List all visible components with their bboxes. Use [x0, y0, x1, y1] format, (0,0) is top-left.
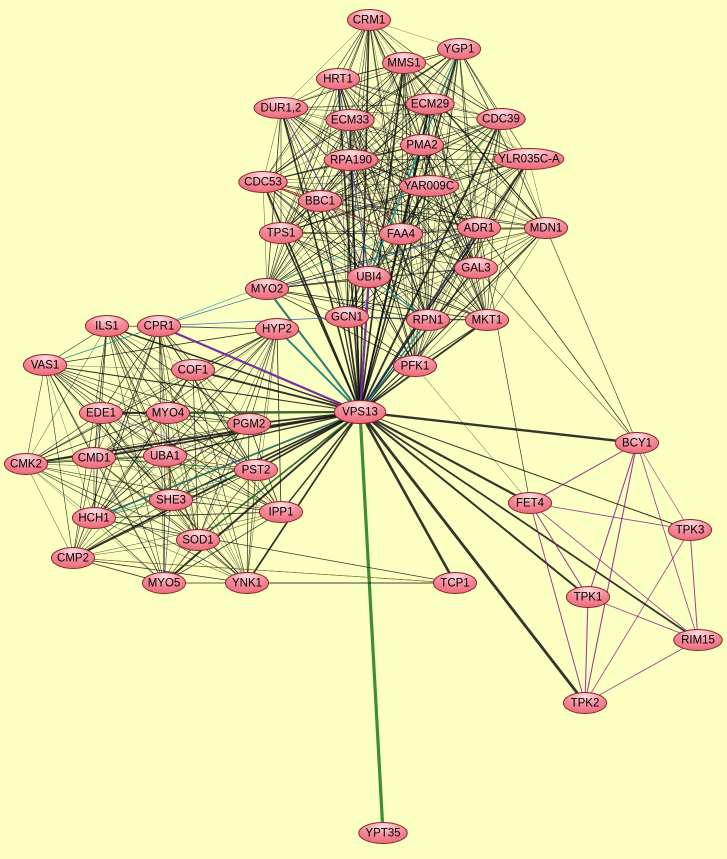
svg-text:SHE3: SHE3 — [156, 495, 186, 507]
svg-text:COF1: COF1 — [178, 365, 209, 377]
svg-text:TPK1: TPK1 — [574, 592, 603, 604]
svg-text:GCN1: GCN1 — [331, 312, 363, 324]
svg-text:CDC39: CDC39 — [482, 114, 520, 126]
svg-text:PST2: PST2 — [242, 465, 271, 477]
svg-text:CRM1: CRM1 — [353, 15, 386, 27]
svg-text:BBC1: BBC1 — [305, 196, 335, 208]
svg-text:ECM29: ECM29 — [411, 99, 449, 111]
svg-text:RPN1: RPN1 — [413, 315, 444, 327]
svg-text:MYO2: MYO2 — [251, 284, 284, 296]
svg-text:YLR035C-A: YLR035C-A — [498, 154, 560, 166]
svg-text:PGM2: PGM2 — [233, 419, 266, 431]
svg-text:DUR1,2: DUR1,2 — [261, 103, 302, 115]
svg-text:RPA190: RPA190 — [330, 155, 372, 167]
svg-text:UBA1: UBA1 — [150, 451, 180, 463]
svg-text:PMA2: PMA2 — [406, 140, 437, 152]
svg-text:HCH1: HCH1 — [78, 513, 109, 525]
svg-text:HYP2: HYP2 — [262, 324, 292, 336]
svg-text:MKT1: MKT1 — [472, 315, 503, 327]
svg-text:TCP1: TCP1 — [440, 578, 469, 590]
svg-text:FAA4: FAA4 — [387, 229, 416, 241]
svg-text:ILS1: ILS1 — [95, 321, 119, 333]
svg-text:TPK2: TPK2 — [571, 698, 600, 710]
svg-text:SOD1: SOD1 — [182, 535, 213, 547]
svg-text:YPT35: YPT35 — [365, 828, 400, 840]
svg-text:PFK1: PFK1 — [401, 361, 430, 373]
svg-text:TPK3: TPK3 — [676, 525, 705, 537]
svg-text:EDE1: EDE1 — [86, 408, 116, 420]
svg-text:ADR1: ADR1 — [464, 223, 495, 235]
svg-text:GAL3: GAL3 — [461, 263, 490, 275]
svg-text:MMS1: MMS1 — [387, 58, 420, 70]
svg-text:TPS1: TPS1 — [267, 228, 296, 240]
svg-text:HRT1: HRT1 — [323, 74, 353, 86]
svg-text:FET4: FET4 — [516, 498, 545, 510]
svg-text:UBI4: UBI4 — [356, 272, 382, 284]
svg-text:CMD1: CMD1 — [78, 453, 111, 465]
svg-text:YAR009C: YAR009C — [404, 181, 454, 193]
svg-text:YGP1: YGP1 — [444, 44, 475, 56]
svg-text:MDN1: MDN1 — [530, 223, 563, 235]
svg-text:YNK1: YNK1 — [232, 578, 262, 590]
svg-text:CDC53: CDC53 — [244, 177, 282, 189]
svg-text:RIM15: RIM15 — [681, 635, 715, 647]
svg-text:VPS13: VPS13 — [342, 407, 378, 419]
svg-text:CMP2: CMP2 — [57, 553, 89, 565]
svg-text:VAS1: VAS1 — [31, 360, 60, 372]
svg-text:IPP1: IPP1 — [269, 507, 294, 519]
svg-text:MYO5: MYO5 — [148, 578, 181, 590]
svg-text:CPR1: CPR1 — [144, 321, 175, 333]
svg-text:CMK2: CMK2 — [10, 459, 42, 471]
svg-text:MYO4: MYO4 — [152, 408, 185, 420]
svg-text:BCY1: BCY1 — [622, 438, 652, 450]
svg-text:ECM33: ECM33 — [331, 115, 369, 127]
